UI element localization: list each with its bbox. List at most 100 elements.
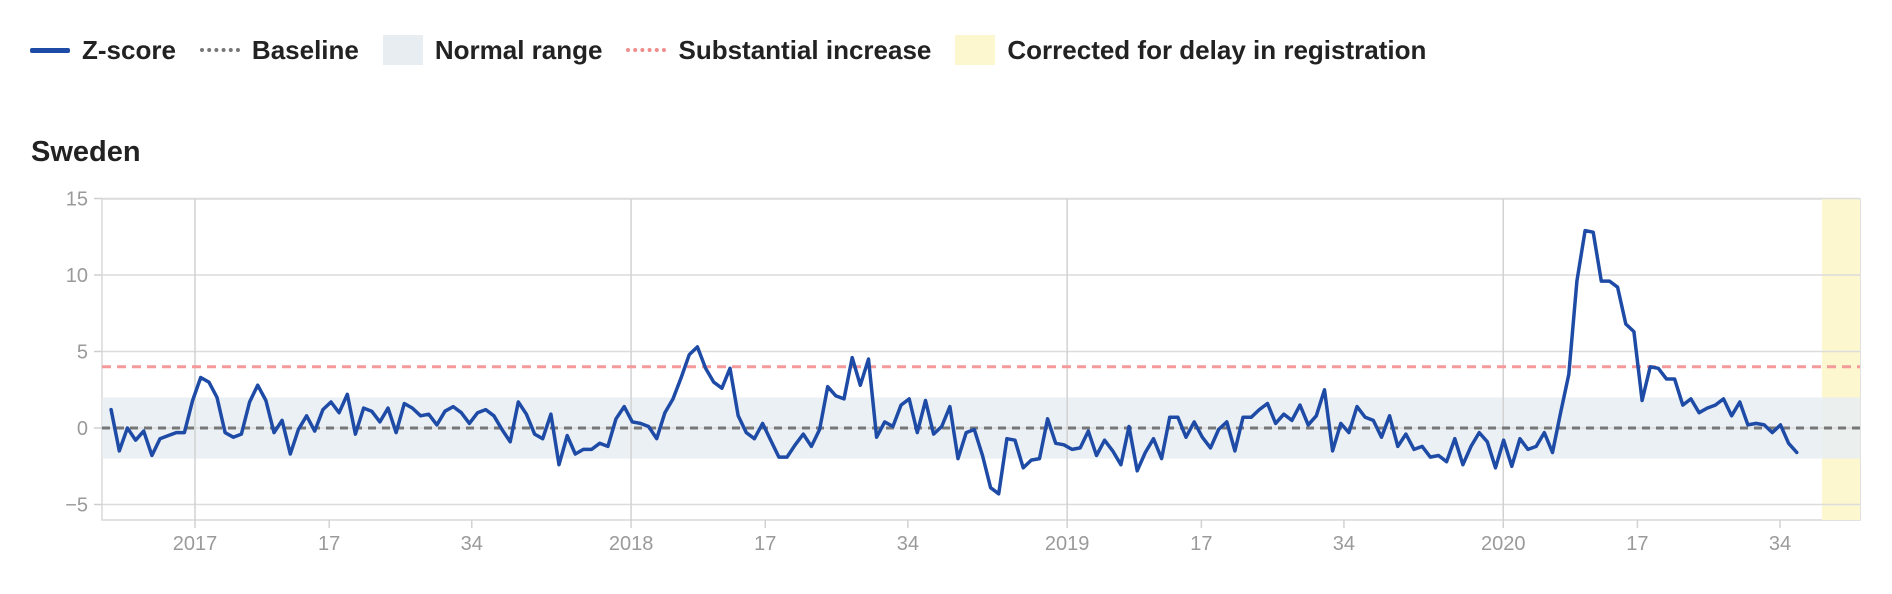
- zscore-point: [1266, 402, 1269, 405]
- zscore-point: [769, 439, 772, 442]
- legend-item-substantial-increase[interactable]: Substantial increase: [626, 35, 931, 66]
- zscore-point: [1616, 286, 1619, 289]
- zscore-point: [1087, 430, 1090, 432]
- zscore-point: [379, 421, 381, 423]
- zscore-point: [1356, 405, 1358, 408]
- zscore-point: [1739, 401, 1741, 403]
- zscore-point: [1600, 280, 1603, 282]
- zscore-point: [1559, 411, 1562, 414]
- zscore-point: [338, 411, 340, 414]
- zscore-point: [631, 421, 634, 423]
- zscore-point: [1454, 437, 1456, 440]
- zscore-point: [1006, 437, 1008, 440]
- y-tick-label: −5: [65, 495, 88, 517]
- zscore-point: [1201, 436, 1204, 439]
- zscore-point: [1787, 442, 1790, 445]
- zscore-point: [680, 376, 682, 379]
- zscore-point: [322, 408, 324, 411]
- zscore-point: [493, 415, 495, 417]
- zscore-point: [826, 385, 829, 388]
- zscore-point: [981, 454, 984, 457]
- zscore-point: [419, 415, 422, 417]
- plot-area: [101, 198, 1861, 521]
- legend-item-normal-range[interactable]: Normal range: [382, 35, 602, 66]
- zscore-point: [1665, 378, 1668, 380]
- zscore-point: [1657, 367, 1660, 370]
- zscore-point: [1250, 416, 1252, 419]
- zscore-point: [387, 407, 389, 409]
- zscore-point: [997, 493, 1000, 495]
- legend-item-corrected[interactable]: Corrected for delay in registration: [955, 35, 1426, 66]
- zscore-point: [940, 425, 943, 428]
- zscore-point: [199, 376, 202, 379]
- zscore-point: [810, 445, 813, 448]
- zscore-point: [444, 410, 446, 413]
- zscore-point: [1380, 436, 1383, 439]
- zscore-point: [778, 456, 780, 458]
- zscore-point: [167, 434, 169, 437]
- zscore-point: [305, 415, 308, 417]
- zscore-point: [1706, 407, 1708, 409]
- zscore-point: [558, 463, 560, 466]
- zscore-point: [403, 402, 406, 405]
- zscore-point: [1283, 413, 1285, 416]
- zscore-point: [240, 433, 243, 435]
- legend-item-baseline[interactable]: Baseline: [199, 34, 359, 66]
- legend-label-baseline: Baseline: [251, 34, 359, 65]
- zscore-point: [1388, 415, 1391, 417]
- zscore-point: [1682, 404, 1684, 406]
- zscore-point: [916, 431, 919, 434]
- zscore-point: [1152, 437, 1155, 440]
- zscore-point: [1193, 421, 1195, 423]
- zscore-point: [786, 456, 788, 458]
- zscore-point: [908, 398, 910, 400]
- zscore-point: [1315, 415, 1318, 417]
- zscore-point: [346, 393, 349, 396]
- zscore-point: [794, 444, 796, 446]
- zscore-point: [655, 437, 658, 440]
- zscore-point: [1413, 448, 1415, 451]
- zscore-point: [802, 433, 805, 435]
- zscore-point: [664, 411, 666, 414]
- zscore-point: [1340, 422, 1342, 425]
- zscore-point: [590, 448, 593, 451]
- zscore-point: [1722, 398, 1725, 400]
- zscore-point: [843, 398, 845, 400]
- x-tick-label: 34: [897, 533, 919, 555]
- zscore-point: [1405, 433, 1407, 435]
- zscore-point: [1714, 404, 1717, 406]
- zscore-point: [875, 436, 878, 439]
- zscore-point: [1763, 424, 1765, 426]
- y-tick-label: 15: [66, 189, 88, 211]
- zscore-point: [1234, 450, 1236, 452]
- legend-label-substantial-increase: Substantial increase: [678, 34, 932, 65]
- zscore-point: [1226, 421, 1228, 423]
- zscore-point: [1063, 444, 1065, 446]
- zscore-point: [973, 428, 976, 431]
- zscore-point: [427, 413, 430, 416]
- zscore-point: [216, 396, 218, 399]
- zscore-point: [1771, 431, 1774, 434]
- corrected-region-layer: [1821, 199, 1860, 520]
- substantial-increase-dash-swatch: [626, 48, 667, 52]
- zscore-point: [1568, 373, 1570, 376]
- zscore-point: [892, 425, 894, 428]
- zscore-point: [159, 437, 161, 440]
- zscore-point: [297, 428, 300, 431]
- zscore-point: [859, 384, 862, 387]
- zscore-point: [1625, 323, 1627, 325]
- zscore-point: [883, 421, 886, 423]
- zscore-point: [1796, 451, 1798, 454]
- zscore-point: [370, 410, 373, 413]
- zscore-point: [1136, 470, 1138, 472]
- zscore-point: [484, 408, 487, 411]
- zscore-point: [1494, 467, 1497, 469]
- zscore-point: [1429, 456, 1432, 458]
- zscore-point: [729, 367, 731, 370]
- zscore-point: [1519, 437, 1521, 440]
- legend-item-zscore[interactable]: Z-score: [30, 35, 176, 66]
- zscore-point: [1755, 422, 1757, 425]
- zscore-point: [1299, 404, 1301, 406]
- x-tick-label: 17: [754, 533, 776, 555]
